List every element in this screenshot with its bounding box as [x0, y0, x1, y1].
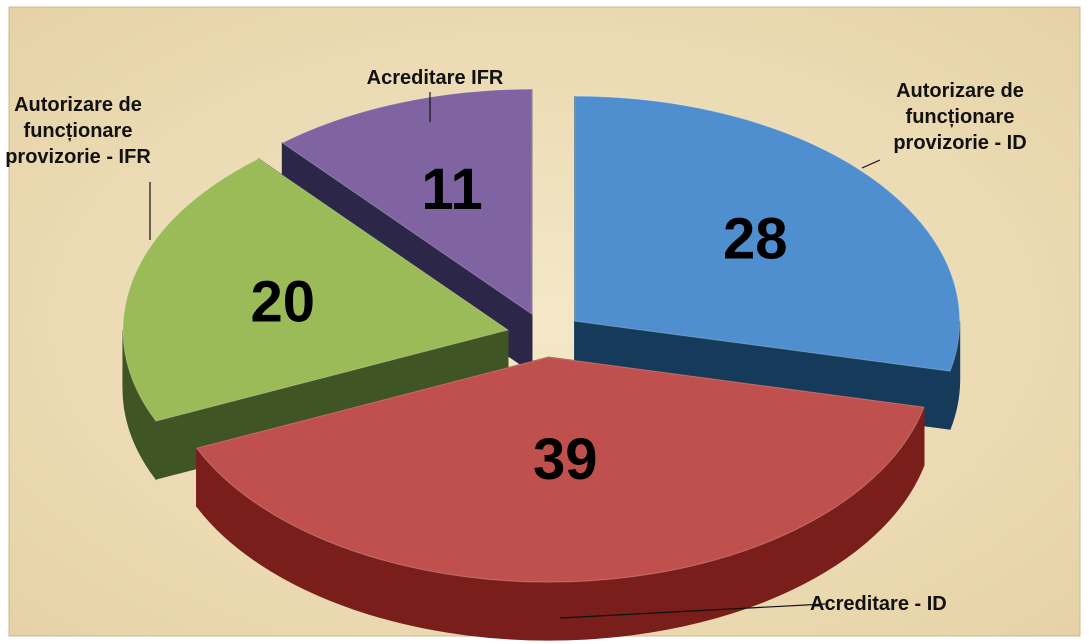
slice-top [122, 158, 510, 422]
slice-top [574, 95, 961, 372]
category-label: Autorizare de funcționare provizorie - I… [5, 94, 151, 168]
leader-line [559, 603, 826, 619]
data-label: 39 [533, 427, 598, 492]
slice-top [281, 88, 533, 316]
data-label: 20 [250, 269, 315, 334]
data-label: 11 [421, 157, 482, 222]
slice-outer-side [949, 321, 961, 430]
leader-line [861, 159, 881, 169]
slice [195, 356, 925, 641]
category-label: Acreditare IFR [366, 67, 504, 89]
category-label: Acreditare - ID [810, 593, 947, 615]
slice-top [195, 356, 925, 583]
data-label: 28 [723, 206, 788, 271]
category-label: Autorizare de funcționare provizorie - I… [893, 80, 1027, 154]
